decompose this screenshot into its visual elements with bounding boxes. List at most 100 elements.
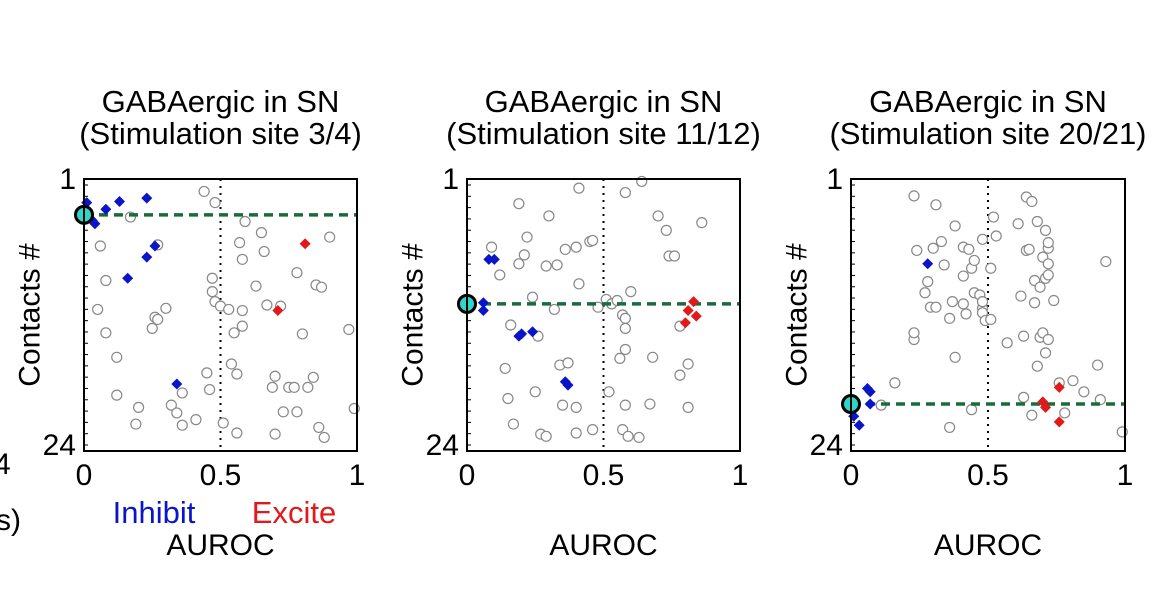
neutral-point (176, 387, 188, 399)
neutral-point (559, 243, 571, 255)
neutral-point (1039, 224, 1052, 237)
neutral-point (526, 291, 539, 303)
neutral-point (586, 424, 599, 436)
neutral-point (911, 244, 923, 257)
neutral-point (1067, 375, 1079, 387)
neutral-point (930, 199, 942, 211)
neutral-point (987, 211, 1000, 223)
x-tick-label: 0 (843, 459, 860, 492)
chart-panel-2: GABAergic in SN(Stimulation site 11/12) 0… (397, 84, 761, 562)
x-tick-label: 0 (76, 459, 93, 492)
neutral-point (176, 419, 188, 431)
plot-frame (83, 178, 358, 452)
chart-title-line-1: GABAergic in SN (485, 84, 723, 119)
chart-title-line-2: (Stimulation site 3/4) (79, 116, 362, 151)
neutral-point (957, 298, 969, 310)
neutral-point (614, 352, 626, 365)
neutral-point (908, 327, 920, 339)
neutral-point (603, 386, 615, 398)
inhibit-point (171, 378, 183, 390)
neutral-point (255, 227, 268, 239)
neutral-point (1091, 359, 1104, 371)
neutral-point (203, 383, 216, 396)
neutral-point (100, 327, 112, 339)
x-axis-label: AUROC (934, 529, 1042, 562)
y-axis-label: Contacts # (781, 243, 814, 387)
neutral-point (133, 401, 145, 413)
neutral-point (682, 401, 694, 413)
neutral-point (198, 185, 210, 198)
neutral-point (152, 313, 164, 326)
inhibit-point (516, 328, 528, 340)
neutral-point (944, 312, 956, 324)
neutral-point (551, 259, 563, 271)
neutral-point (930, 301, 942, 313)
neutral-point (556, 399, 569, 411)
neutral-point (540, 260, 552, 272)
neutral-point (976, 233, 989, 245)
y-tick-label-bottom: 24 (810, 429, 843, 462)
x-tick-label: 1 (349, 459, 366, 492)
neutral-point (513, 258, 525, 270)
neutral-point (963, 243, 975, 255)
excite-point (679, 317, 691, 329)
neutral-point (985, 313, 997, 326)
legend-excite-label: Excite (252, 495, 336, 530)
neutral-point (586, 234, 599, 247)
chart-title-line-2: (Stimulation site 20/21) (829, 116, 1146, 151)
x-axis-label: AUROC (549, 529, 657, 562)
neutral-point (949, 351, 961, 363)
y-tick-label-bottom: 24 (43, 429, 76, 462)
neutral-point (1018, 391, 1030, 403)
neutral-point (343, 323, 355, 336)
neutral-point (633, 431, 645, 444)
neutral-point (1100, 255, 1112, 268)
inhibit-point (562, 379, 574, 391)
neutral-point (296, 328, 308, 340)
neutral-point (1031, 360, 1043, 372)
neutral-point (570, 401, 582, 413)
neutral-point (250, 280, 262, 292)
neutral-point (529, 386, 541, 398)
inhibit-point (113, 195, 125, 207)
excite-point (1053, 381, 1065, 393)
neutral-point (502, 392, 514, 405)
neutral-point (1018, 330, 1030, 342)
neutral-point (239, 215, 251, 228)
neutral-point (307, 371, 319, 383)
neutral-point (1039, 347, 1052, 359)
inhibit-point (864, 398, 876, 410)
excite-point (1040, 401, 1052, 413)
x-axis-label: AUROC (166, 529, 274, 562)
neutral-point (1031, 215, 1043, 228)
neutral-point (190, 414, 202, 426)
excite-point (1053, 416, 1065, 428)
neutral-point (562, 357, 574, 369)
neutral-point (1042, 333, 1054, 346)
neutral-point (619, 343, 631, 356)
neutral-point (1048, 294, 1060, 307)
neutral-point (944, 421, 956, 434)
neutral-point (935, 235, 948, 248)
neutral-point (570, 241, 582, 253)
excite-point (682, 305, 694, 317)
edge-fragment-left-bottom: s) (0, 504, 21, 537)
neutral-point (625, 286, 637, 298)
neutral-point (236, 304, 248, 317)
plot-frame (850, 178, 1126, 452)
neutral-point (660, 224, 672, 237)
neutral-point (1023, 243, 1035, 255)
neutral-point (223, 303, 235, 316)
neutral-point (619, 312, 631, 324)
neutral-point (1094, 393, 1106, 406)
inhibit-point (149, 240, 161, 252)
neutral-point (922, 276, 934, 288)
neutral-point (1015, 290, 1027, 302)
neutral-point (236, 253, 248, 265)
y-axis-label: Contacts # (14, 243, 47, 387)
neutral-point (92, 303, 104, 316)
neutral-point (513, 198, 525, 210)
neutral-point (1026, 195, 1038, 208)
neutral-point (990, 230, 1002, 242)
neutral-point (206, 286, 218, 298)
